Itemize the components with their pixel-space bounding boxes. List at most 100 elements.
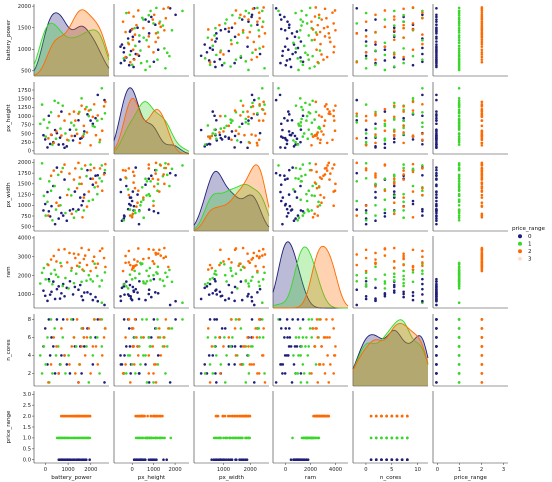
point-px_width-battery_power-71 [83,164,87,167]
panel-ram-vs-battery_power [33,236,109,309]
point-battery_power-px_width-2 [250,13,254,17]
point-battery_power-n_cores-45 [383,41,387,45]
point-n_cores-px_height-39 [133,336,136,339]
point-px_height-ram-32 [294,140,297,144]
point-ram-n_cores-42 [392,272,396,276]
point-px_height-battery_power-64 [96,114,100,117]
point-px_height-n_cores-18 [383,110,387,113]
point-ram-battery_power-23 [52,280,55,283]
point-n_cores-ram-63 [331,318,334,321]
point-px_height-n_cores-79 [402,110,405,113]
point-ram-px_width-79 [246,252,249,256]
point-px_height-n_cores-83 [383,119,387,122]
point-px_width-n_cores-86 [392,201,396,205]
point-n_cores-battery_power-23 [52,345,55,348]
point-px_height-n_cores-55 [402,126,405,130]
point-battery_power-n_cores-35 [383,18,387,21]
point-battery_power-ram-0 [274,7,278,10]
point-n_cores-battery_power-52 [51,372,54,375]
point-px_height-px_width-45 [236,139,239,142]
point-n_cores-px_height-42 [138,345,141,348]
point-px_width-px_height-55 [139,200,143,204]
point-ram-battery_power-10 [78,283,82,287]
point-px_width-price_range-83 [480,163,484,166]
point-px_width-price_range-82 [480,193,484,197]
point-px_width-price_range-78 [480,167,484,170]
point-n_cores-price_range-56 [457,363,461,366]
point-battery_power-n_cores-82 [421,42,424,46]
point-battery_power-n_cores-58 [364,66,368,70]
point-battery_power-price_range-41 [457,31,461,34]
point-battery_power-px_width-81 [252,40,256,44]
point-px_height-px_width-7 [230,130,234,133]
point-battery_power-px_height-40 [170,29,174,32]
point-px_width-n_cores-61 [402,173,405,176]
point-px_height-price_range-58 [457,103,461,106]
point-price_range-px_height-4 [147,458,151,462]
point-price_range-n_cores-83 [385,414,388,418]
point-battery_power-n_cores-46 [364,44,368,48]
point-ram-px_width-86 [222,260,225,263]
point-ram-n_cores-53 [421,272,424,276]
point-ram-px_width-71 [261,254,264,257]
point-n_cores-px_width-62 [234,354,238,357]
point-px_width-px_height-1 [181,164,184,167]
point-battery_power-n_cores-86 [392,53,396,56]
point-px_height-n_cores-27 [374,146,377,149]
point-battery_power-px_height-11 [147,32,151,35]
point-battery_power-n_cores-64 [374,13,377,17]
point-ram-n_cores-50 [383,273,387,276]
point-px_height-price_range-11 [435,118,438,122]
point-battery_power-ram-59 [297,68,300,72]
point-price_range-px_width-83 [247,414,251,418]
point-n_cores-battery_power-35 [91,354,95,357]
point-ram-px_width-8 [223,298,227,302]
point-battery_power-price_range-44 [457,38,461,42]
point-n_cores-battery_power-4 [91,363,95,366]
point-n_cores-px_width-79 [246,336,249,339]
point-px_height-battery_power-58 [40,103,44,106]
point-px_width-battery_power-86 [55,201,58,205]
point-n_cores-ram-12 [293,345,297,348]
point-px_width-battery_power-19 [58,196,62,199]
point-px_width-n_cores-22 [364,222,368,226]
point-px_height-n_cores-33 [402,119,405,122]
point-px_height-n_cores-10 [392,137,396,140]
point-ram-px_width-54 [244,279,248,283]
point-px_height-ram-51 [311,99,314,103]
point-ram-battery_power-13 [71,293,75,296]
point-px_height-n_cores-84 [411,134,415,137]
point-px_width-price_range-24 [435,204,438,208]
point-n_cores-ram-33 [305,336,308,339]
point-price_range-n_cores-84 [400,414,404,418]
point-battery_power-n_cores-17 [421,46,424,50]
point-battery_power-px_height-15 [120,43,124,46]
point-px_width-battery_power-77 [75,186,79,190]
point-px_height-ram-10 [295,137,299,140]
point-px_width-n_cores-37 [355,199,359,203]
point-px_height-px_width-82 [230,138,233,142]
point-battery_power-px_width-42 [213,34,216,37]
point-battery_power-price_range-47 [457,47,461,50]
point-price_range-px_height-2 [165,458,169,462]
point-n_cores-px_height-41 [156,363,160,366]
point-ram-n_cores-30 [411,271,415,274]
point-battery_power-px_width-88 [250,58,253,61]
point-px_width-battery_power-57 [42,194,46,198]
point-px_height-battery_power-65 [94,133,98,137]
point-battery_power-n_cores-42 [392,34,396,37]
point-n_cores-battery_power-42 [74,345,78,348]
point-n_cores-ram-45 [292,354,295,357]
point-battery_power-px_height-50 [128,53,132,57]
point-px_width-n_cores-53 [421,189,424,193]
point-px_width-battery_power-4 [91,183,95,187]
point-px_width-px_height-68 [121,168,125,172]
point-battery_power-ram-54 [299,60,303,63]
point-ram-n_cores-17 [421,282,424,286]
point-battery_power-n_cores-18 [383,48,387,51]
point-ram-n_cores-29 [392,289,396,292]
point-ram-px_height-10 [128,283,132,287]
point-ram-battery_power-31 [100,279,104,282]
point-battery_power-px_width-6 [256,23,259,26]
kde-fill-class-2 [34,9,109,76]
